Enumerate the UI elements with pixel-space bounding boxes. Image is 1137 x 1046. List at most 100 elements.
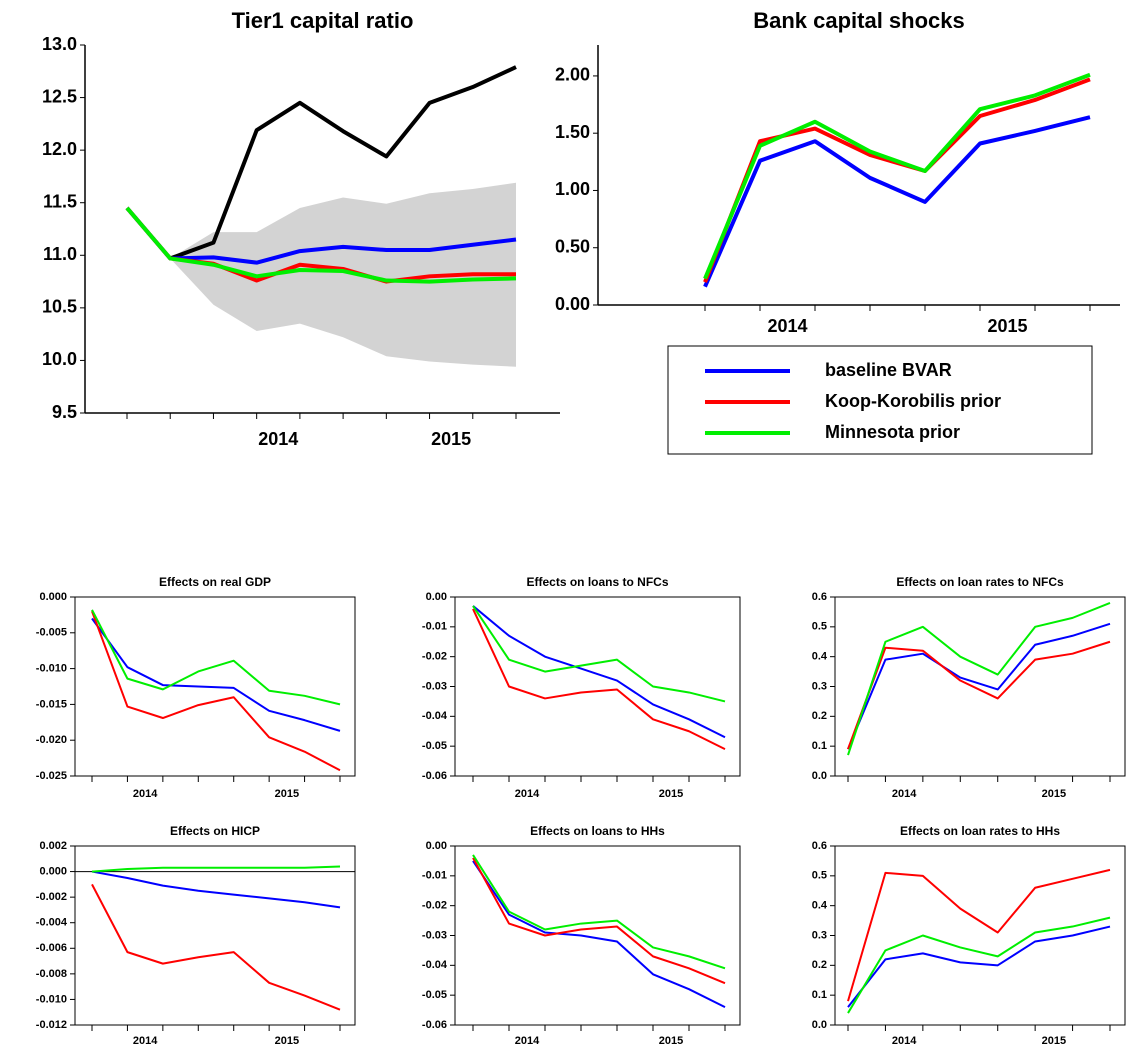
x-group-label: 2014	[133, 788, 158, 800]
x-group-label: 2014	[258, 429, 298, 449]
y-tick-label: 0.2	[812, 959, 827, 971]
chart-title: Effects on loan rates to HHs	[900, 824, 1060, 838]
y-tick-label: -0.01	[422, 870, 447, 882]
y-tick-label: 11.0	[43, 244, 77, 264]
series-line	[91, 610, 341, 772]
y-tick-label: 0.2	[812, 710, 827, 722]
y-tick-label: 0.4	[812, 900, 828, 912]
y-tick-label: 0.4	[812, 651, 828, 663]
y-tick-label: 0.0	[812, 1019, 827, 1031]
series-line	[91, 609, 341, 706]
y-tick-label: 0.002	[39, 840, 67, 852]
y-tick-label: 0.1	[812, 740, 827, 752]
y-tick-label: 0.6	[812, 591, 827, 603]
x-group-label: 2014	[892, 788, 917, 800]
x-group-label: 2014	[767, 316, 807, 336]
y-tick-label: -0.010	[36, 663, 67, 675]
x-group-label: 2015	[275, 1035, 299, 1046]
y-tick-label: -0.04	[422, 710, 448, 722]
x-group-label: 2015	[1042, 1035, 1066, 1046]
series-line	[472, 857, 726, 985]
series-line	[847, 925, 1111, 1008]
y-tick-label: 0.000	[39, 591, 67, 603]
y-tick-label: -0.012	[36, 1019, 67, 1031]
y-tick-label: 0.000	[39, 865, 67, 877]
y-tick-label: 12.5	[42, 86, 77, 106]
y-tick-label: 0.0	[812, 770, 827, 782]
series-line	[847, 868, 1111, 1002]
y-tick-label: 0.00	[426, 591, 447, 603]
series-line	[703, 115, 1091, 288]
chart-title: Bank capital shocks	[753, 8, 965, 33]
x-group-label: 2014	[133, 1035, 158, 1046]
y-tick-label: -0.02	[422, 651, 447, 663]
x-group-label: 2014	[515, 1035, 540, 1046]
y-tick-label: 0.3	[812, 929, 827, 941]
series-line	[91, 883, 341, 1011]
y-tick-label: -0.04	[422, 959, 448, 971]
y-tick-label: -0.006	[36, 942, 67, 954]
y-tick-label: 12.0	[42, 139, 77, 159]
y-tick-label: -0.025	[36, 770, 67, 782]
x-group-label: 2015	[1042, 788, 1066, 800]
chart-title: Effects on HICP	[170, 824, 260, 838]
y-tick-label: 0.00	[426, 840, 447, 852]
legend-label: baseline BVAR	[825, 360, 952, 380]
confidence-band	[170, 182, 516, 367]
legend-label: Minnesota prior	[825, 422, 960, 442]
y-tick-label: -0.008	[36, 968, 67, 980]
y-tick-label: -0.05	[422, 740, 447, 752]
series-line	[472, 608, 726, 751]
chart-title: Effects on loan rates to NFCs	[896, 575, 1064, 589]
chart-title: Tier1 capital ratio	[232, 8, 414, 33]
plot-frame	[74, 596, 356, 777]
y-tick-label: 9.5	[52, 402, 77, 422]
chart-title: Effects on real GDP	[159, 575, 271, 589]
y-tick-label: 10.0	[42, 349, 77, 369]
x-group-label: 2015	[659, 1035, 683, 1046]
series-line	[847, 602, 1111, 756]
y-tick-label: 0.5	[812, 621, 827, 633]
y-tick-label: 2.00	[555, 65, 590, 85]
y-tick-label: 0.00	[555, 294, 590, 314]
series-line	[847, 640, 1111, 750]
y-tick-label: 0.5	[812, 870, 827, 882]
y-tick-label: -0.010	[36, 993, 67, 1005]
series-line	[169, 65, 517, 261]
x-group-label: 2014	[892, 1035, 917, 1046]
y-tick-label: -0.06	[422, 770, 447, 782]
y-tick-label: 0.50	[555, 236, 590, 256]
y-tick-label: -0.06	[422, 1019, 447, 1031]
series-line	[125, 206, 517, 284]
y-tick-label: -0.015	[36, 698, 67, 710]
series-line	[472, 605, 726, 739]
y-tick-label: 13.0	[42, 34, 77, 54]
y-tick-label: -0.01	[422, 621, 447, 633]
plot-frame	[834, 845, 1126, 1026]
y-tick-label: 0.1	[812, 989, 827, 1001]
plot-frame	[74, 845, 356, 1026]
series-line	[472, 860, 726, 1008]
x-group-label: 2015	[275, 788, 299, 800]
plot-frame	[454, 596, 741, 777]
y-tick-label: -0.05	[422, 989, 447, 1001]
y-tick-label: -0.002	[36, 891, 67, 903]
y-tick-label: 10.5	[42, 297, 77, 317]
chart-title: Effects on loans to NFCs	[526, 575, 668, 589]
y-tick-label: 1.50	[555, 122, 590, 142]
y-tick-label: -0.02	[422, 900, 447, 912]
y-tick-label: 11.5	[43, 191, 77, 211]
x-group-label: 2015	[987, 316, 1027, 336]
y-tick-label: 1.00	[555, 179, 590, 199]
series-line	[91, 865, 341, 873]
series-line	[847, 622, 1111, 750]
x-group-label: 2014	[515, 788, 540, 800]
y-tick-label: -0.03	[422, 929, 447, 941]
series-line	[703, 72, 1091, 280]
y-tick-label: -0.004	[36, 917, 68, 929]
series-line	[472, 605, 726, 703]
x-group-label: 2015	[659, 788, 683, 800]
y-tick-label: -0.020	[36, 734, 67, 746]
